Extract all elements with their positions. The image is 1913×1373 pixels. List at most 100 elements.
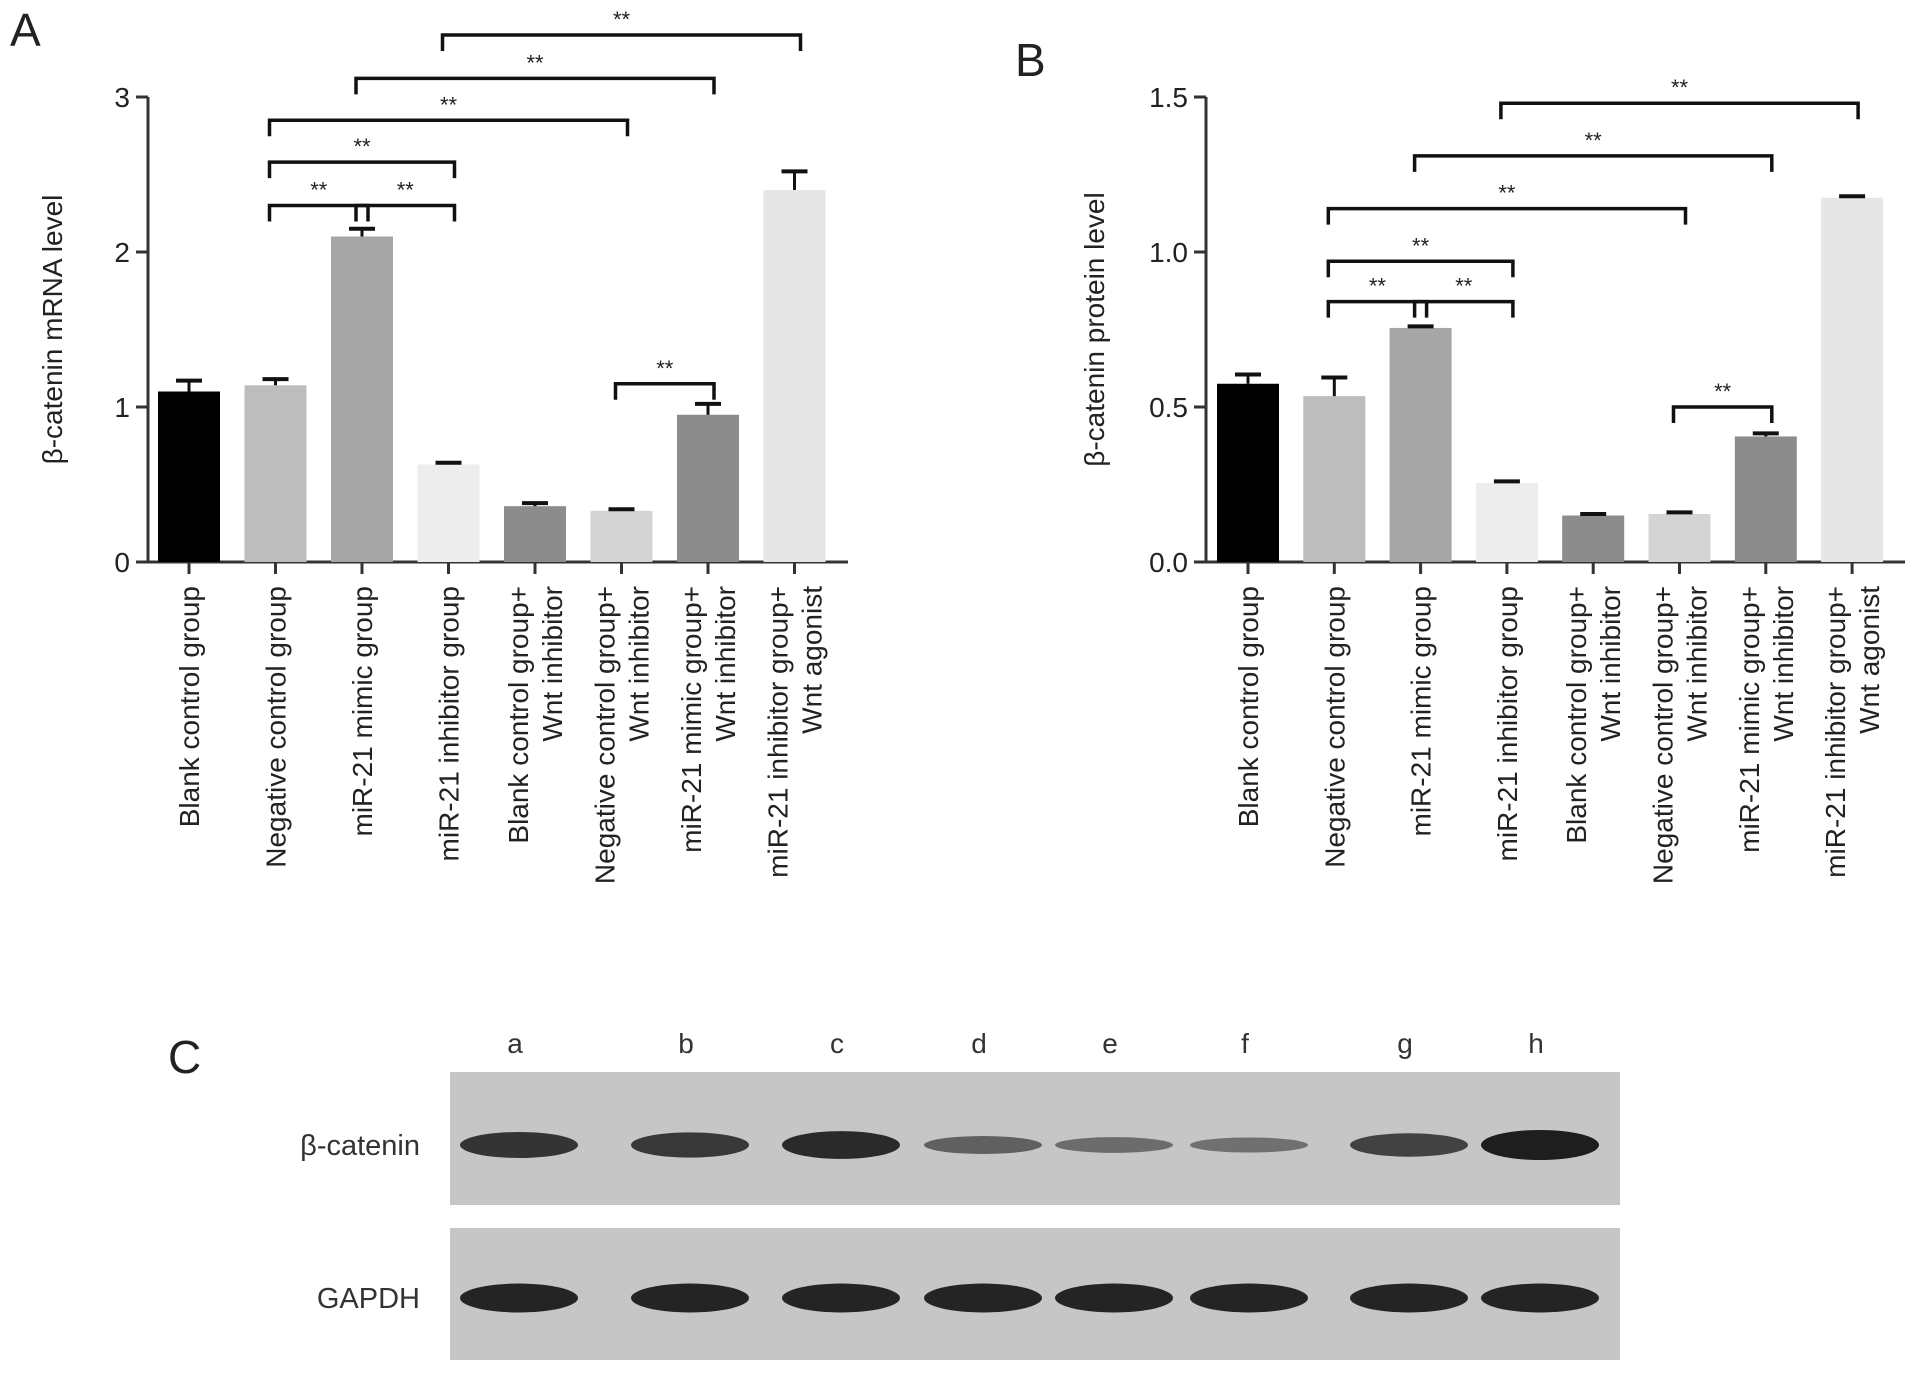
blot-band (631, 1132, 749, 1158)
bar (590, 510, 653, 562)
x-tick-label: Blank control group+ (503, 586, 534, 844)
significance-label: ** (1585, 128, 1603, 153)
significance-label: ** (1714, 379, 1732, 404)
panel-b: B 0.0 0.5 1.0 1.5 β-catenin protein level Bla… (1015, 34, 1905, 884)
blot-band (1350, 1133, 1468, 1157)
lane-label: b (678, 1028, 694, 1059)
blot-band (1190, 1137, 1308, 1153)
lane-label: d (971, 1028, 987, 1059)
significance-label: ** (310, 178, 328, 203)
significance-label: ** (1671, 75, 1689, 100)
bar (1475, 482, 1538, 562)
blot-band (1350, 1283, 1468, 1313)
lane-label: h (1528, 1028, 1544, 1059)
lane-label: a (507, 1028, 523, 1059)
x-tick-label: miR-21 inhibitor group+ (763, 586, 794, 878)
bar (763, 190, 826, 562)
x-tick-label: miR-21 inhibitor group (434, 586, 465, 861)
blot-band (924, 1136, 1042, 1154)
x-tick-label: Wnt agonist (797, 586, 828, 734)
blot-band (782, 1131, 900, 1159)
significance-label: ** (1412, 233, 1430, 258)
significance-label: ** (526, 50, 544, 75)
significance-label: ** (613, 7, 631, 32)
blot-band (1055, 1283, 1173, 1313)
significance-label: ** (1369, 274, 1387, 299)
blot-band (1481, 1283, 1599, 1313)
blot-band (924, 1283, 1042, 1313)
x-tick-label: Wnt agonist (1854, 586, 1885, 734)
y-tick-label: 1.0 (1149, 237, 1188, 268)
blot-band (1481, 1130, 1599, 1160)
x-tick-label: miR-21 mimic group+ (676, 586, 707, 853)
x-tick-label: miR-21 mimic group (347, 586, 378, 837)
blot-band (1190, 1283, 1308, 1313)
significance-bracket (1671, 405, 1774, 423)
blot-row-label: β-catenin (300, 1130, 420, 1162)
significance-bracket (440, 33, 803, 51)
significance-label: ** (1498, 181, 1516, 206)
significance-bracket (267, 118, 630, 137)
y-tick-label: 0.5 (1149, 392, 1188, 423)
bar (244, 385, 307, 562)
significance-label: ** (656, 356, 674, 381)
blot-band (782, 1283, 900, 1313)
significance-label: ** (440, 92, 458, 117)
bar (1217, 383, 1279, 562)
significance-label: ** (1455, 274, 1473, 299)
y-tick-label: 0.0 (1149, 547, 1188, 578)
x-tick-label: Negative control group+ (590, 586, 621, 884)
lane-label: e (1102, 1028, 1118, 1059)
significance-bracket (1326, 206, 1688, 225)
bar (331, 236, 393, 562)
bar (1303, 396, 1366, 562)
significance-bracket (613, 382, 716, 400)
bar (158, 391, 220, 562)
x-tick-label: Negative control group+ (1648, 586, 1679, 884)
blot-band (460, 1131, 578, 1159)
panel-c-western-blot: C a b c d e f g h β-catenin GAPDH (168, 1028, 1620, 1360)
significance-bracket (354, 203, 457, 222)
y-axis-title: β-catenin protein level (1079, 192, 1110, 466)
blot-band (631, 1283, 749, 1313)
y-axis-title: β-catenin mRNA level (37, 195, 68, 465)
blot-row-label: GAPDH (317, 1283, 420, 1315)
panel-a: A 0 1 2 3 β-catenin mRNA level Blank control … (10, 4, 848, 884)
bar (1648, 513, 1711, 562)
x-tick-label: miR-21 inhibitor group+ (1820, 586, 1851, 878)
bar (1821, 197, 1884, 562)
y-tick-label: 1.5 (1149, 82, 1188, 113)
y-tick-label: 0 (114, 547, 130, 578)
bar (417, 464, 480, 562)
x-tick-label: miR-21 mimic group+ (1734, 586, 1765, 853)
panel-c-label: C (168, 1031, 201, 1083)
x-tick-label: Negative control group (1319, 586, 1350, 868)
significance-bracket (1412, 154, 1774, 172)
bar (504, 506, 566, 562)
significance-bracket (1412, 299, 1515, 318)
significance-label: ** (397, 178, 415, 203)
y-tick-label: 3 (114, 82, 130, 113)
y-tick-label: 2 (114, 237, 130, 268)
significance-bracket (1326, 259, 1515, 278)
bar (1562, 515, 1625, 562)
blot-band (1055, 1137, 1173, 1153)
x-tick-label: Wnt inhibitor (1682, 586, 1713, 742)
panel-b-label: B (1015, 34, 1046, 86)
significance-bracket (354, 76, 716, 95)
significance-label: ** (353, 134, 371, 159)
x-tick-label: Wnt inhibitor (1595, 586, 1626, 742)
x-tick-label: Wnt inhibitor (537, 586, 568, 742)
x-tick-label: miR-21 inhibitor group (1492, 586, 1523, 861)
blot-band (460, 1283, 578, 1313)
lane-label: c (830, 1028, 844, 1059)
x-tick-label: Blank control group (174, 586, 205, 827)
significance-bracket (267, 203, 370, 222)
panel-a-label: A (10, 4, 41, 56)
significance-bracket (1499, 101, 1860, 120)
x-tick-label: Wnt inhibitor (1768, 586, 1799, 742)
lane-label: f (1241, 1028, 1249, 1059)
x-tick-label: Wnt inhibitor (710, 586, 741, 742)
x-tick-label: Wnt inhibitor (624, 586, 655, 742)
x-tick-label: Blank control group+ (1561, 586, 1592, 844)
